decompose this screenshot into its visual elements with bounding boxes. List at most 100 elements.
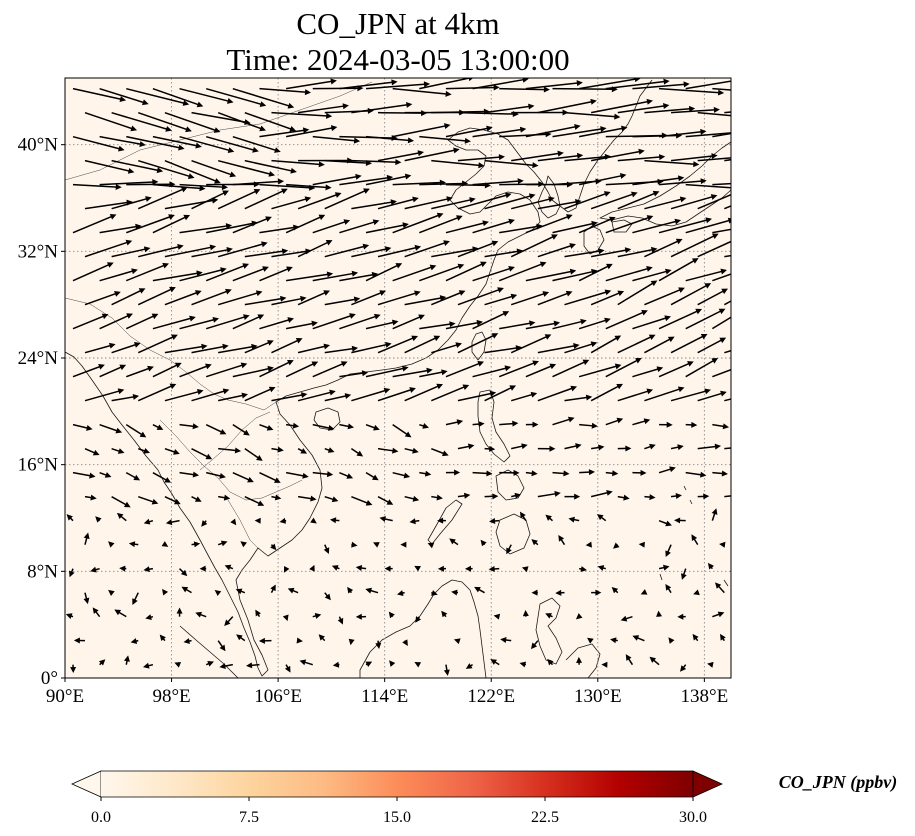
wind-arrow bbox=[111, 246, 151, 258]
wind-arrow bbox=[697, 240, 731, 258]
wind-arrow bbox=[519, 661, 527, 668]
wind-arrow bbox=[617, 280, 658, 306]
wind-arrow bbox=[404, 335, 441, 354]
wind-arrow bbox=[638, 541, 645, 548]
wind-arrow bbox=[297, 290, 330, 306]
wind-arrow bbox=[632, 418, 651, 426]
wind-arrow bbox=[484, 103, 535, 114]
wind-arrow bbox=[658, 128, 707, 138]
wind-arrow bbox=[218, 392, 248, 402]
wind-arrow bbox=[670, 283, 712, 306]
wind-arrow bbox=[312, 613, 322, 619]
wind-arrow bbox=[697, 493, 710, 500]
wind-arrow bbox=[201, 520, 208, 527]
wind-arrow bbox=[351, 199, 397, 210]
wind-arrow bbox=[162, 588, 169, 596]
wind-arrow bbox=[73, 637, 85, 644]
wind-arrow bbox=[499, 420, 519, 427]
wind-arrow bbox=[415, 616, 422, 623]
wind-arrow bbox=[72, 471, 96, 479]
wind-arrow bbox=[138, 159, 195, 180]
wind-arrow bbox=[310, 517, 317, 524]
wind-arrow bbox=[284, 664, 291, 673]
wind-arrow bbox=[83, 592, 90, 605]
wind-arrow bbox=[697, 288, 728, 306]
wind-arrow bbox=[665, 583, 672, 594]
colorbar-tick-label: 22.5 bbox=[531, 809, 559, 826]
wind-arrow bbox=[590, 191, 638, 210]
wind-arrow bbox=[83, 532, 90, 545]
wind-arrow bbox=[232, 178, 285, 186]
wind-arrow bbox=[232, 471, 254, 483]
wind-arrow bbox=[365, 263, 403, 282]
wind-arrow bbox=[537, 199, 582, 210]
wind-arrow bbox=[670, 194, 718, 210]
wind-arrow bbox=[472, 218, 515, 234]
wind-arrow bbox=[90, 566, 100, 573]
wind-arrow bbox=[297, 343, 331, 354]
coast-hainan bbox=[313, 407, 341, 431]
wind-arrow bbox=[179, 363, 212, 378]
wind-arrow bbox=[665, 544, 672, 558]
lat-tick-label: 16°N bbox=[18, 455, 59, 476]
wind-arrow bbox=[404, 196, 453, 210]
border-line bbox=[227, 499, 259, 549]
wind-arrow bbox=[658, 564, 670, 571]
wind-arrow bbox=[244, 111, 297, 132]
wind-arrow bbox=[312, 270, 359, 282]
wind-arrow bbox=[498, 261, 547, 282]
wind-arrow bbox=[312, 173, 362, 186]
wind-arrow bbox=[179, 183, 229, 191]
wind-arrow bbox=[644, 196, 687, 210]
wind-arrow bbox=[347, 586, 354, 594]
wind-arrow bbox=[377, 335, 418, 354]
wind-arrow bbox=[457, 192, 512, 210]
wind-arrow bbox=[632, 81, 690, 90]
wind-arrow bbox=[640, 589, 648, 595]
wind-arrow bbox=[299, 659, 313, 666]
wind-arrow bbox=[377, 150, 425, 162]
wind-arrow bbox=[591, 247, 632, 258]
wind-arrow bbox=[297, 192, 342, 210]
wind-arrow bbox=[499, 320, 536, 330]
wind-arrow bbox=[205, 661, 214, 667]
wind-arrow bbox=[259, 266, 293, 282]
wind-arrow bbox=[484, 445, 496, 452]
wind-arrow bbox=[271, 159, 325, 168]
wind-arrow bbox=[658, 258, 699, 282]
wind-arrow bbox=[431, 384, 470, 402]
wind-arrow bbox=[152, 472, 172, 483]
country-borders bbox=[65, 81, 373, 549]
wind-arrow bbox=[431, 590, 438, 596]
wind-arrow bbox=[152, 183, 206, 192]
wind-arrow bbox=[579, 422, 598, 429]
wind-arrow bbox=[724, 495, 731, 498]
colorbar-tick-label: 7.5 bbox=[239, 809, 259, 826]
wind-arrow bbox=[339, 471, 354, 479]
wind-arrow bbox=[506, 544, 512, 555]
wind-arrow bbox=[472, 78, 529, 90]
wind-arrow bbox=[712, 182, 731, 186]
wind-arrow bbox=[431, 342, 463, 354]
coastlines bbox=[65, 79, 731, 678]
wind-arrow bbox=[312, 219, 351, 234]
wind-arrow bbox=[108, 589, 115, 596]
wind-arrow bbox=[84, 342, 116, 354]
wind-arrow bbox=[445, 419, 464, 426]
wind-arrow bbox=[649, 656, 660, 666]
wind-arrow bbox=[111, 393, 140, 402]
wind-arrow bbox=[199, 565, 207, 572]
wind-arrow bbox=[373, 542, 380, 548]
wind-arrow bbox=[632, 315, 671, 330]
wind-arrow bbox=[392, 367, 433, 378]
wind-arrow bbox=[632, 218, 682, 234]
wind-arrow bbox=[164, 495, 181, 505]
wind-arrow bbox=[217, 159, 276, 177]
coast-visayas bbox=[495, 469, 525, 501]
wind-arrow bbox=[590, 290, 625, 306]
wind-arrow bbox=[531, 539, 539, 546]
wind-arrow bbox=[409, 518, 420, 525]
wind-arrow bbox=[552, 126, 607, 138]
wind-arrow bbox=[707, 562, 714, 570]
wind-arrow bbox=[644, 386, 685, 402]
